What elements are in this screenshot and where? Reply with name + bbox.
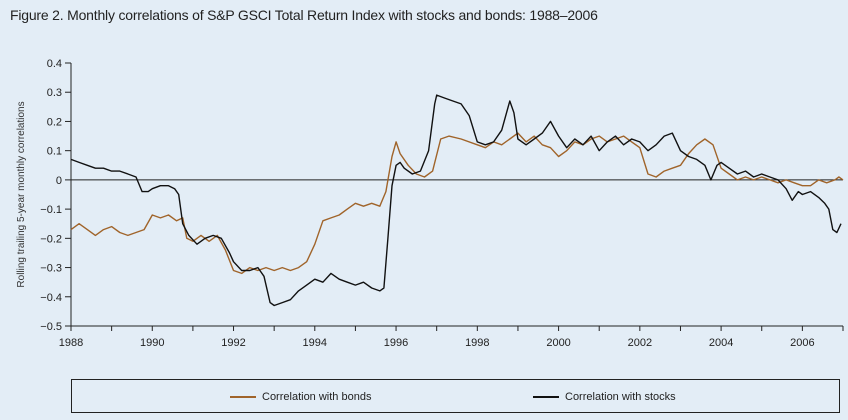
legend-item-stocks: Correlation with stocks <box>533 390 676 404</box>
y-tick-label: −0.3 <box>40 263 62 275</box>
x-tick-label: 1998 <box>465 337 489 349</box>
figure-title: Figure 2. Monthly correlations of S&P GS… <box>10 7 598 23</box>
x-tick-label: 1990 <box>140 337 164 349</box>
y-tick-label: 0 <box>56 175 62 187</box>
x-tick-label: 1988 <box>59 337 83 349</box>
legend: Correlation with bonds Correlation with … <box>71 379 840 413</box>
series-lines <box>70 94 844 307</box>
x-tick-label: 2004 <box>709 337 733 349</box>
x-tick-label: 1994 <box>303 337 327 349</box>
y-tick-label: 0.2 <box>47 116 62 128</box>
y-tick-label: 0.3 <box>47 87 62 99</box>
y-tick-label: −0.4 <box>40 292 62 304</box>
x-tick-label: 2002 <box>628 337 652 349</box>
y-axis-ticks: 0.4 0.3 0.2 0.1 0 −0.1 −0.2 −0.3 −0.4 −0.5 <box>40 58 71 333</box>
y-tick-label: 0.1 <box>47 146 62 158</box>
legend-item-bonds: Correlation with bonds <box>230 390 371 404</box>
x-tick-label: 2000 <box>546 337 570 349</box>
y-tick-label: −0.2 <box>40 233 62 245</box>
y-axis-label: Rolling trailing 5-year monthly correlat… <box>16 101 27 287</box>
x-tick-label: 1992 <box>221 337 245 349</box>
series-line-stocks <box>70 94 842 307</box>
legend-label-stocks: Correlation with stocks <box>565 391 676 403</box>
line-chart: 0.40.30.20.10−0.1−0.2−0.3−0.4−0.5 1988 19… <box>16 58 844 349</box>
y-tick-label: −0.5 <box>40 321 62 333</box>
legend-swatch-bonds <box>230 396 256 398</box>
x-tick-label: 2006 <box>790 337 814 349</box>
series-line-bonds <box>70 132 844 275</box>
legend-swatch-stocks <box>533 396 559 398</box>
legend-label-bonds: Correlation with bonds <box>262 391 372 403</box>
y-tick-label: 0.4 <box>47 58 62 70</box>
x-tick-label: 1996 <box>384 337 408 349</box>
y-tick-label: −0.1 <box>40 204 62 216</box>
x-axis-ticks: 1988 1990 1992 1994 1996 1998 2000 2002 2004 2006 <box>59 326 844 349</box>
